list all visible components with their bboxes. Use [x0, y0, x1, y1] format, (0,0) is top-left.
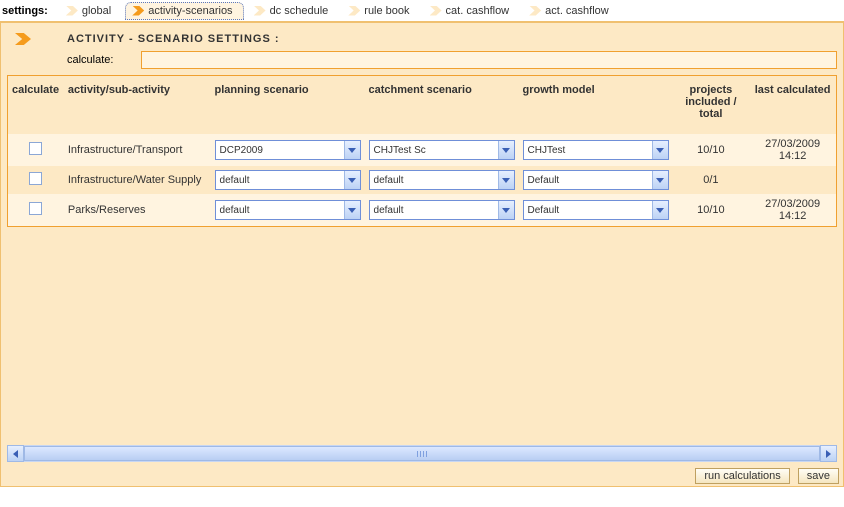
chevron-right-icon — [132, 6, 144, 16]
table-row: Infrastructure/Water Supply default defa… — [8, 166, 836, 194]
chevron-right-icon — [348, 6, 360, 16]
tab-label: dc schedule — [270, 5, 329, 17]
dropdown-icon — [344, 171, 360, 189]
table-header-row: calculate activity/sub-activity planning… — [8, 76, 836, 134]
select-value: CHJTest Sc — [374, 145, 426, 156]
scroll-left-button[interactable] — [7, 445, 24, 462]
scroll-track[interactable] — [24, 445, 820, 462]
calculate-checkbox[interactable] — [29, 202, 42, 215]
catchment-select[interactable]: CHJTest Sc — [369, 140, 515, 160]
calculate-row: calculate: — [67, 51, 837, 69]
select-value: DCP2009 — [220, 145, 263, 156]
dropdown-icon — [652, 171, 668, 189]
settings-table: calculate activity/sub-activity planning… — [7, 75, 837, 227]
select-value: default — [220, 175, 250, 186]
tab-global[interactable]: global — [60, 3, 121, 19]
caret-right-icon — [826, 450, 831, 458]
dropdown-icon — [652, 141, 668, 159]
run-calculations-button[interactable]: run calculations — [695, 468, 789, 484]
growth-select[interactable]: Default — [523, 170, 669, 190]
col-header-projects: projects included / total — [673, 76, 750, 134]
projects-cell: 10/10 — [673, 134, 750, 166]
chevron-right-icon — [430, 6, 442, 16]
table-row: Infrastructure/Transport DCP2009 CHJTest… — [8, 134, 836, 166]
last-calculated-cell — [749, 166, 836, 194]
dropdown-icon — [498, 141, 514, 159]
save-button[interactable]: save — [798, 468, 839, 484]
page-title-row: ACTIVITY - SCENARIO SETTINGS : — [7, 33, 837, 45]
select-value: default — [220, 205, 250, 216]
activity-cell: Infrastructure/Water Supply — [64, 166, 211, 194]
table-row: Parks/Reserves default default Default 1… — [8, 194, 836, 226]
calculate-input[interactable] — [141, 51, 837, 69]
last-calculated-cell: 27/03/200914:12 — [749, 134, 836, 166]
col-header-calculate: calculate — [8, 76, 64, 134]
planning-select[interactable]: default — [215, 200, 361, 220]
col-header-planning: planning scenario — [211, 76, 365, 134]
col-header-growth: growth model — [519, 76, 673, 134]
tab-label: act. cashflow — [545, 5, 609, 17]
col-header-activity: activity/sub-activity — [64, 76, 211, 134]
tab-activity-scenarios[interactable]: activity-scenarios — [125, 2, 243, 20]
last-calculated-cell: 27/03/200914:12 — [749, 194, 836, 226]
select-value: default — [374, 175, 404, 186]
tab-label: global — [82, 5, 111, 17]
dropdown-icon — [344, 201, 360, 219]
settings-label: settings: — [0, 5, 56, 17]
growth-select[interactable]: CHJTest — [523, 140, 669, 160]
dropdown-icon — [344, 141, 360, 159]
chevron-right-icon — [529, 6, 541, 16]
tab-rule-book[interactable]: rule book — [342, 3, 419, 19]
catchment-select[interactable]: default — [369, 170, 515, 190]
scroll-right-button[interactable] — [820, 445, 837, 462]
activity-cell: Infrastructure/Transport — [64, 134, 211, 166]
projects-cell: 10/10 — [673, 194, 750, 226]
dropdown-icon — [498, 171, 514, 189]
catchment-select[interactable]: default — [369, 200, 515, 220]
chevron-right-icon — [15, 33, 31, 45]
col-header-catchment: catchment scenario — [365, 76, 519, 134]
tab-bar: settings: global activity-scenarios dc s… — [0, 0, 844, 22]
scroll-thumb[interactable] — [24, 446, 820, 461]
page-panel: ACTIVITY - SCENARIO SETTINGS : calculate… — [0, 22, 844, 487]
horizontal-scrollbar[interactable] — [7, 445, 837, 462]
tab-label: rule book — [364, 5, 409, 17]
tab-label: activity-scenarios — [148, 5, 232, 17]
tab-dc-schedule[interactable]: dc schedule — [248, 3, 339, 19]
dropdown-icon — [498, 201, 514, 219]
projects-cell: 0/1 — [673, 166, 750, 194]
select-value: Default — [528, 205, 560, 216]
footer-buttons: run calculations save — [695, 468, 839, 484]
select-value: default — [374, 205, 404, 216]
select-value: Default — [528, 175, 560, 186]
dropdown-icon — [652, 201, 668, 219]
select-value: CHJTest — [528, 145, 566, 156]
chevron-right-icon — [66, 6, 78, 16]
tab-label: cat. cashflow — [446, 5, 510, 17]
tab-cat-cashflow[interactable]: cat. cashflow — [424, 3, 520, 19]
tab-act-cashflow[interactable]: act. cashflow — [523, 3, 619, 19]
chevron-right-icon — [254, 6, 266, 16]
col-header-last: last calculated — [749, 76, 836, 134]
page-title: ACTIVITY - SCENARIO SETTINGS : — [67, 33, 280, 45]
planning-select[interactable]: default — [215, 170, 361, 190]
calculate-checkbox[interactable] — [29, 172, 42, 185]
activity-cell: Parks/Reserves — [64, 194, 211, 226]
calculate-label: calculate: — [67, 54, 113, 66]
caret-left-icon — [13, 450, 18, 458]
planning-select[interactable]: DCP2009 — [215, 140, 361, 160]
calculate-checkbox[interactable] — [29, 142, 42, 155]
growth-select[interactable]: Default — [523, 200, 669, 220]
